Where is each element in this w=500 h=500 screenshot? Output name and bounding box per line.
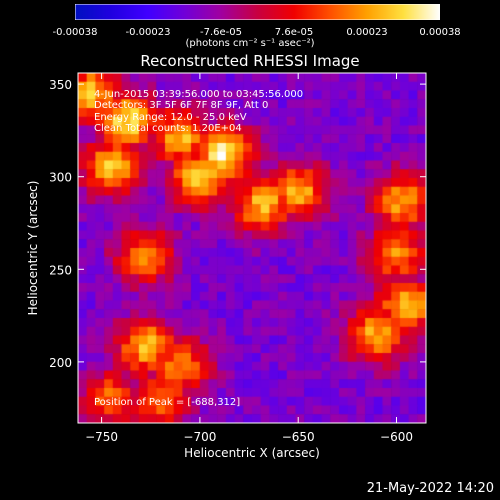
chart-title: Reconstructed RHESSI Image <box>140 52 360 70</box>
energy-range-label: Energy Range: 12.0 - 25.0 keV <box>94 112 247 123</box>
y-tick-label: 350 <box>49 78 72 92</box>
peak-position-label: Position of Peak = [-688,312] <box>94 397 241 408</box>
y-tick-label: 300 <box>49 171 72 185</box>
x-tick-label: −600 <box>380 430 413 444</box>
footer-date: 21-May-2022 14:20 <box>366 481 494 496</box>
colorbar-tick: 0.00023 <box>346 27 388 38</box>
x-tick-label: −700 <box>183 430 216 444</box>
colorbar-tick: 7.6e-05 <box>274 27 314 38</box>
colorbar-tick: -0.00023 <box>125 27 171 38</box>
clean-counts-label: Clean Total counts: 1.20E+04 <box>94 123 242 134</box>
colorbar <box>75 4 440 20</box>
colorbar-tick: 0.00038 <box>419 27 461 38</box>
colorbar-units: (photons cm⁻² s⁻¹ asec⁻²) <box>185 38 315 49</box>
y-axis-label: Heliocentric Y (arcsec) <box>26 181 40 316</box>
x-axis-label: Heliocentric X (arcsec) <box>184 446 320 460</box>
y-tick-label: 200 <box>49 356 72 370</box>
time-range-label: 4-Jun-2015 03:39:56.000 to 03:45:56.000 <box>94 89 304 100</box>
detectors-label: Detectors: 3F 5F 6F 7F 8F 9F, Att 0 <box>94 100 269 111</box>
colorbar-tick: -0.00038 <box>52 27 98 38</box>
x-tick-label: −750 <box>85 430 118 444</box>
x-tick-label: −650 <box>282 430 315 444</box>
y-tick-label: 250 <box>49 263 72 277</box>
colorbar-tick: -7.6e-05 <box>200 27 242 38</box>
